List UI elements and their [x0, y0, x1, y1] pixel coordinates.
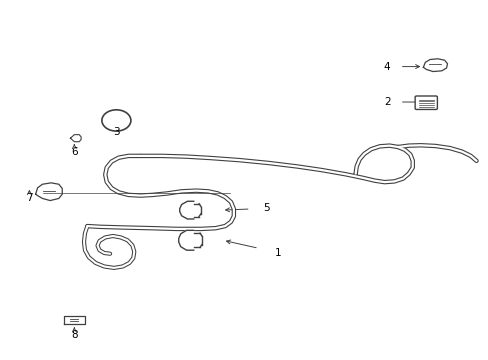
Text: 2: 2	[383, 97, 389, 107]
Text: 7: 7	[26, 193, 33, 203]
Circle shape	[106, 113, 126, 128]
Polygon shape	[180, 201, 193, 219]
FancyBboxPatch shape	[414, 96, 436, 109]
Text: 4: 4	[383, 62, 389, 72]
Polygon shape	[36, 183, 62, 201]
Polygon shape	[63, 316, 85, 324]
Text: 6: 6	[71, 147, 78, 157]
Polygon shape	[179, 230, 193, 250]
Polygon shape	[423, 59, 447, 72]
Text: 5: 5	[263, 203, 269, 213]
Text: 3: 3	[113, 127, 120, 137]
Text: 8: 8	[71, 330, 78, 340]
Circle shape	[102, 110, 131, 131]
Circle shape	[110, 116, 122, 125]
Text: 1: 1	[274, 248, 281, 258]
Polygon shape	[70, 135, 81, 142]
